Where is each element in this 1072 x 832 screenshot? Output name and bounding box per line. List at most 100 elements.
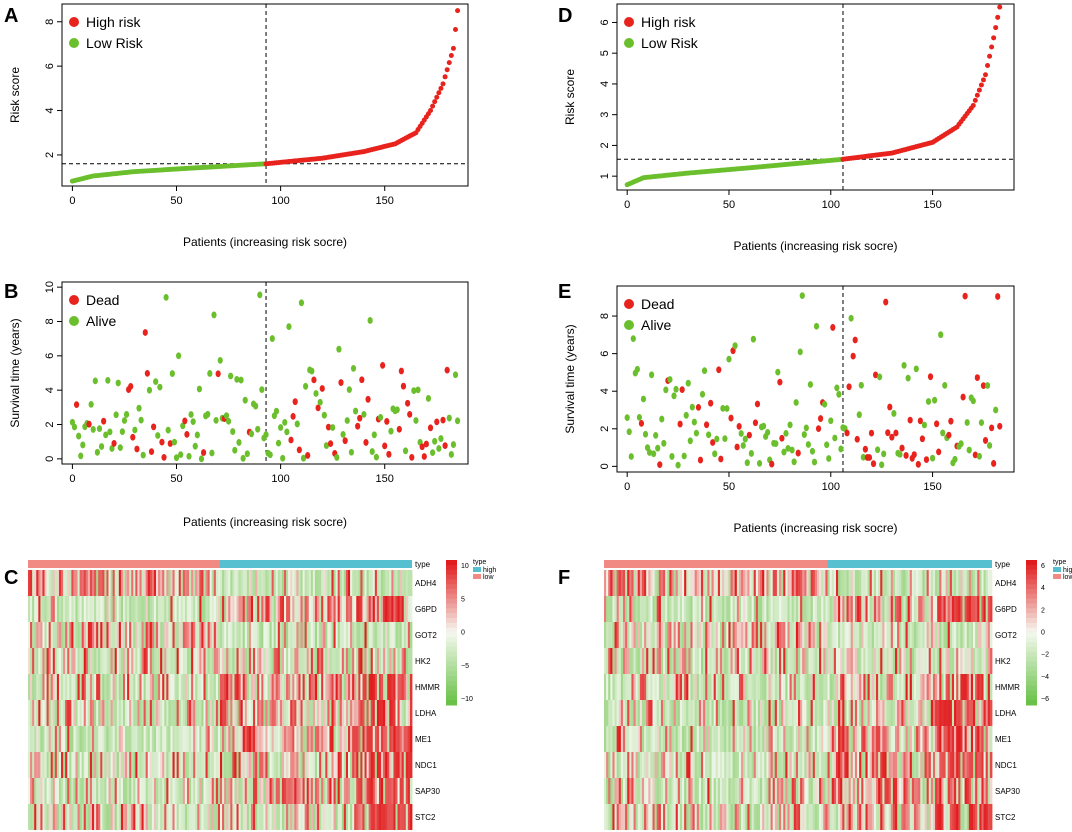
heatmap-cell — [922, 596, 925, 622]
heatmap-cell — [166, 778, 169, 804]
heatmap-cell — [901, 570, 904, 596]
heatmap-cell — [604, 726, 607, 752]
heatmap-cell — [114, 752, 118, 778]
heatmap-cell — [199, 596, 202, 622]
heatmap-cell — [81, 804, 85, 830]
heatmap-cell — [618, 700, 622, 726]
heatmap-cell — [949, 622, 953, 648]
heatmap-cell — [34, 726, 37, 752]
heatmap-cell — [926, 596, 930, 622]
heatmap-cell — [646, 648, 649, 674]
dead-point — [917, 417, 923, 425]
heatmap-cell — [863, 674, 866, 700]
heatmap-cell — [87, 674, 91, 700]
heatmap-cell — [671, 778, 674, 804]
heatmap-cell — [230, 570, 233, 596]
dead-point — [130, 433, 136, 441]
heatmap-cell — [48, 648, 52, 674]
heatmap-cell — [842, 674, 845, 700]
heatmap-cell — [768, 804, 771, 830]
heatmap-cell — [943, 570, 947, 596]
heatmap-cell — [646, 726, 649, 752]
heatmap-cell — [409, 596, 413, 622]
heatmap-cell — [279, 726, 283, 752]
heatmap-cell — [98, 778, 101, 804]
heatmap-cell — [755, 804, 759, 830]
dead-point — [442, 442, 448, 450]
heatmap-cell — [831, 700, 835, 726]
heatmap-cell — [897, 596, 900, 622]
heatmap-cell — [102, 570, 105, 596]
heatmap-cell — [52, 596, 56, 622]
heatmap-cell — [808, 596, 812, 622]
heatmap-cell — [348, 674, 351, 700]
heatmap-cell — [804, 622, 807, 648]
heatmap-cell — [327, 804, 330, 830]
heatmap-cell — [77, 700, 81, 726]
heatmap-cell — [246, 674, 250, 700]
heatmap-cell — [717, 752, 721, 778]
x-tick-label: 150 — [376, 195, 394, 207]
heatmap-cell — [654, 700, 658, 726]
heatmap-cell — [364, 596, 367, 622]
high-risk-point — [450, 45, 456, 51]
heatmap-cell — [707, 622, 710, 648]
heatmap-cell — [835, 570, 839, 596]
heatmap-cell — [833, 622, 837, 648]
heatmap-cell — [671, 752, 674, 778]
heatmap-cell — [46, 596, 50, 622]
heatmap-cell — [257, 726, 260, 752]
heatmap-cell — [899, 778, 902, 804]
heatmap-cell — [650, 570, 653, 596]
heatmap-cell — [738, 596, 742, 622]
heatmap-cell — [713, 726, 717, 752]
heatmap-cell — [389, 648, 392, 674]
heatmap-cell — [112, 804, 116, 830]
heatmap-cell — [38, 700, 41, 726]
heatmap-cell — [679, 622, 683, 648]
heatmap-cell — [195, 752, 198, 778]
heatmap-cell — [943, 804, 947, 830]
heatmap-cell — [945, 674, 949, 700]
heatmap-cell — [895, 700, 898, 726]
heatmap-cell — [405, 700, 409, 726]
heatmap-cell — [300, 804, 303, 830]
alive-point — [121, 417, 128, 424]
heatmap-cell — [224, 570, 227, 596]
heatmap-cell — [407, 570, 411, 596]
alive-point — [411, 387, 417, 395]
heatmap-cell — [147, 674, 151, 700]
heatmap-cell — [665, 648, 668, 674]
heatmap-cell — [106, 778, 109, 804]
alive-point — [653, 431, 659, 439]
heatmap-cell — [356, 674, 359, 700]
colorbar-segment — [1026, 690, 1037, 696]
heatmap-cell — [230, 752, 233, 778]
heatmap-cell — [110, 752, 114, 778]
heatmap-cell — [890, 622, 894, 648]
heatmap-cell — [734, 726, 738, 752]
heatmap-cell — [608, 648, 611, 674]
alive-point — [805, 441, 811, 448]
heatmap-cell — [949, 804, 953, 830]
heatmap-cell — [312, 700, 316, 726]
heatmap-cell — [690, 622, 693, 648]
colorbar-segment — [1026, 637, 1037, 643]
heatmap-cell — [679, 674, 683, 700]
heatmap-cell — [112, 674, 116, 700]
heatmap-cell — [34, 648, 37, 674]
heatmap-cell — [956, 778, 959, 804]
heatmap-cell — [54, 570, 58, 596]
heatmap-cell — [162, 596, 165, 622]
heatmap-cell — [345, 700, 349, 726]
dead-point — [728, 414, 734, 422]
heatmap-cell — [804, 648, 807, 674]
heatmap-cell — [110, 570, 114, 596]
heatmap-cell — [698, 726, 702, 752]
heatmap-cell — [325, 570, 328, 596]
heatmap-cell — [861, 804, 864, 830]
heatmap-cell — [724, 752, 727, 778]
panel-letter-a: A — [4, 5, 18, 27]
heatmap-cell — [125, 752, 128, 778]
heatmap-cell — [943, 778, 947, 804]
